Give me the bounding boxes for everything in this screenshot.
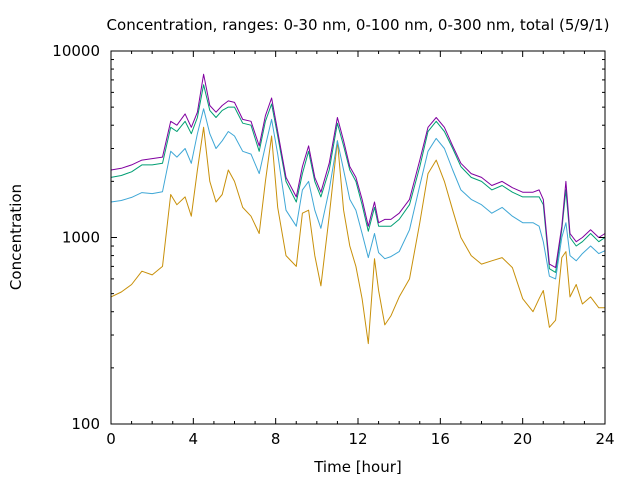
- series-line-3: [110, 84, 606, 273]
- x-tick-label: 8: [271, 430, 281, 448]
- x-tick-label: 24: [595, 430, 614, 448]
- x-tick-label: 12: [348, 430, 367, 448]
- x-tick-label: 16: [431, 430, 450, 448]
- y-tick-label: 1000: [62, 229, 100, 247]
- plot-frame: [110, 50, 606, 425]
- y-axis-label: Concentration: [7, 184, 25, 290]
- x-axis-label: Time [hour]: [313, 458, 402, 476]
- x-tick-label: 0: [106, 430, 116, 448]
- series-line-1: [110, 126, 605, 345]
- plot-area: 0 4 8 12 16 20 24 100 1000 10000: [52, 42, 614, 448]
- y-tick-label: 10000: [52, 42, 100, 60]
- chart-title: Concentration, ranges: 0-30 nm, 0-100 nm…: [107, 16, 610, 34]
- series-line-2: [110, 108, 606, 280]
- series-line-4: [110, 73, 606, 269]
- x-tick-label: 4: [189, 430, 199, 448]
- x-tick-label: 20: [513, 430, 532, 448]
- y-tick-label: 100: [71, 415, 100, 433]
